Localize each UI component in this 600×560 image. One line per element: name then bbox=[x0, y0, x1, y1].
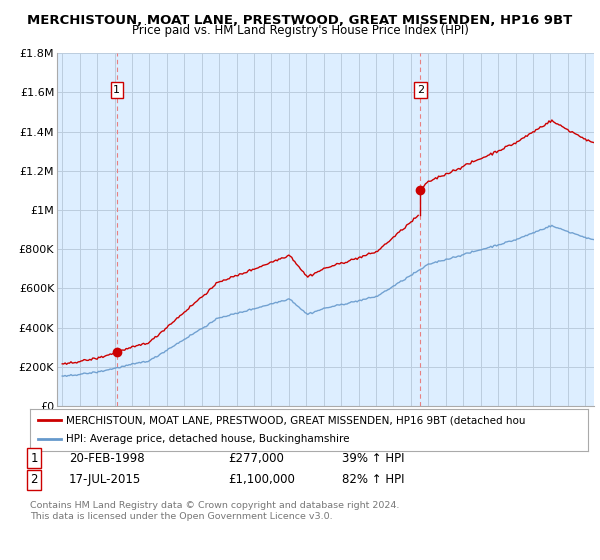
Text: MERCHISTOUN, MOAT LANE, PRESTWOOD, GREAT MISSENDEN, HP16 9BT: MERCHISTOUN, MOAT LANE, PRESTWOOD, GREAT… bbox=[28, 14, 572, 27]
Text: 2: 2 bbox=[31, 473, 38, 487]
Text: 1: 1 bbox=[113, 85, 121, 95]
Text: £277,000: £277,000 bbox=[228, 451, 284, 465]
Text: 20-FEB-1998: 20-FEB-1998 bbox=[69, 451, 145, 465]
Text: HPI: Average price, detached house, Buckinghamshire: HPI: Average price, detached house, Buck… bbox=[66, 435, 350, 445]
Text: Contains HM Land Registry data © Crown copyright and database right 2024.
This d: Contains HM Land Registry data © Crown c… bbox=[30, 501, 400, 521]
Text: 82% ↑ HPI: 82% ↑ HPI bbox=[342, 473, 404, 487]
Text: Price paid vs. HM Land Registry's House Price Index (HPI): Price paid vs. HM Land Registry's House … bbox=[131, 24, 469, 37]
Text: 2: 2 bbox=[417, 85, 424, 95]
Text: £1,100,000: £1,100,000 bbox=[228, 473, 295, 487]
Text: 17-JUL-2015: 17-JUL-2015 bbox=[69, 473, 141, 487]
Text: 39% ↑ HPI: 39% ↑ HPI bbox=[342, 451, 404, 465]
Text: 1: 1 bbox=[31, 451, 38, 465]
Text: MERCHISTOUN, MOAT LANE, PRESTWOOD, GREAT MISSENDEN, HP16 9BT (detached hou: MERCHISTOUN, MOAT LANE, PRESTWOOD, GREAT… bbox=[66, 415, 526, 425]
